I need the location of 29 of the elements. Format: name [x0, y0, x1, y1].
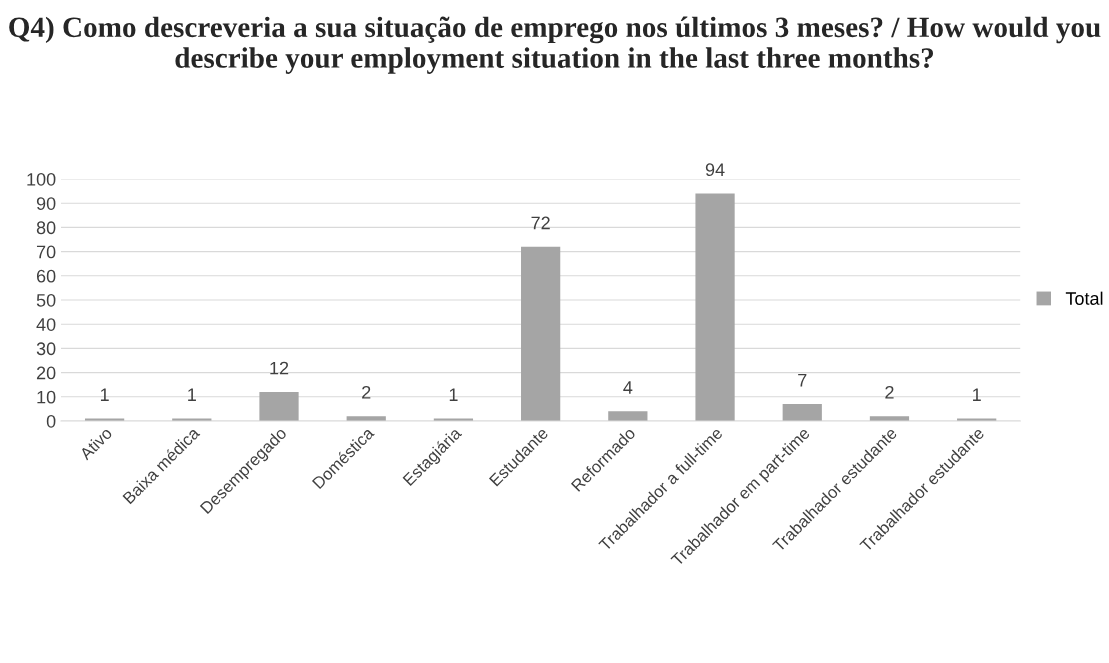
y-tick-label: 100	[27, 172, 56, 186]
data-label: 72	[531, 216, 550, 230]
data-label: 1	[188, 388, 196, 401]
data-label: 12	[270, 361, 289, 375]
y-tick-label: 60	[36, 269, 56, 283]
bar	[695, 193, 735, 421]
legend-label: Total	[1065, 291, 1103, 305]
y-tick-label: 80	[36, 221, 56, 235]
data-label: 2	[362, 385, 371, 399]
data-label: 7	[798, 374, 807, 387]
data-label: 1	[973, 388, 981, 401]
y-tick-label: 40	[36, 318, 56, 331]
bar	[608, 411, 648, 421]
y-tick-label: 50	[36, 293, 56, 307]
data-label: 4	[623, 381, 633, 394]
data-label: 94	[705, 163, 725, 177]
y-tick-label: 0	[46, 414, 56, 428]
bar	[521, 246, 561, 421]
y-tick-label: 10	[37, 390, 56, 404]
bar	[782, 404, 822, 421]
y-tick-label: 70	[36, 245, 56, 259]
bar	[259, 391, 299, 421]
y-tick-label: 30	[36, 342, 56, 356]
data-label: 2	[885, 385, 894, 399]
chart-title: Q4) Como descreveria a sua situação de emprego nos últimos 3 meses? / How would you describe your employment situation in the last three months?	[9, 16, 1101, 74]
y-tick-label: 90	[36, 197, 56, 210]
y-tick-label: 20	[36, 366, 56, 380]
data-label: 1	[100, 388, 109, 401]
data-label: 1	[449, 388, 458, 401]
